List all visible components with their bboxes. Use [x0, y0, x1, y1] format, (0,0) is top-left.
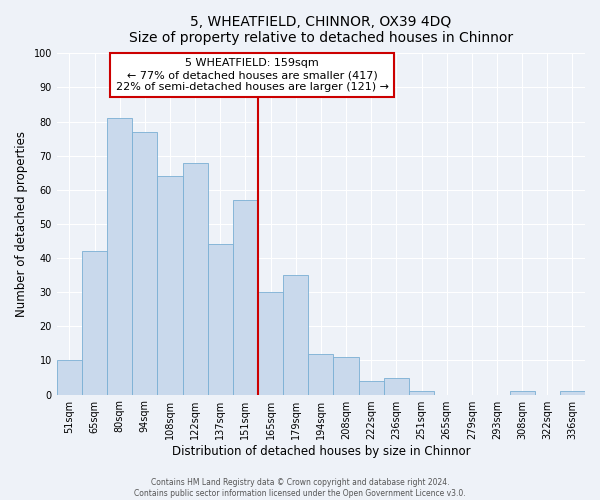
Bar	[384, 378, 409, 394]
Bar	[157, 176, 182, 394]
Bar	[258, 292, 283, 394]
Text: 5 WHEATFIELD: 159sqm
← 77% of detached houses are smaller (417)
22% of semi-deta: 5 WHEATFIELD: 159sqm ← 77% of detached h…	[116, 58, 389, 92]
Bar	[308, 354, 334, 395]
Bar	[82, 251, 107, 394]
X-axis label: Distribution of detached houses by size in Chinnor: Distribution of detached houses by size …	[172, 444, 470, 458]
Bar	[107, 118, 132, 394]
Bar	[409, 391, 434, 394]
Bar	[359, 381, 384, 394]
Bar	[57, 360, 82, 394]
Bar	[283, 275, 308, 394]
Text: Contains HM Land Registry data © Crown copyright and database right 2024.
Contai: Contains HM Land Registry data © Crown c…	[134, 478, 466, 498]
Bar	[334, 357, 359, 395]
Bar	[560, 391, 585, 394]
Bar	[208, 244, 233, 394]
Y-axis label: Number of detached properties: Number of detached properties	[15, 131, 28, 317]
Bar	[182, 162, 208, 394]
Title: 5, WHEATFIELD, CHINNOR, OX39 4DQ
Size of property relative to detached houses in: 5, WHEATFIELD, CHINNOR, OX39 4DQ Size of…	[129, 15, 513, 45]
Bar	[233, 200, 258, 394]
Bar	[132, 132, 157, 394]
Bar	[509, 391, 535, 394]
